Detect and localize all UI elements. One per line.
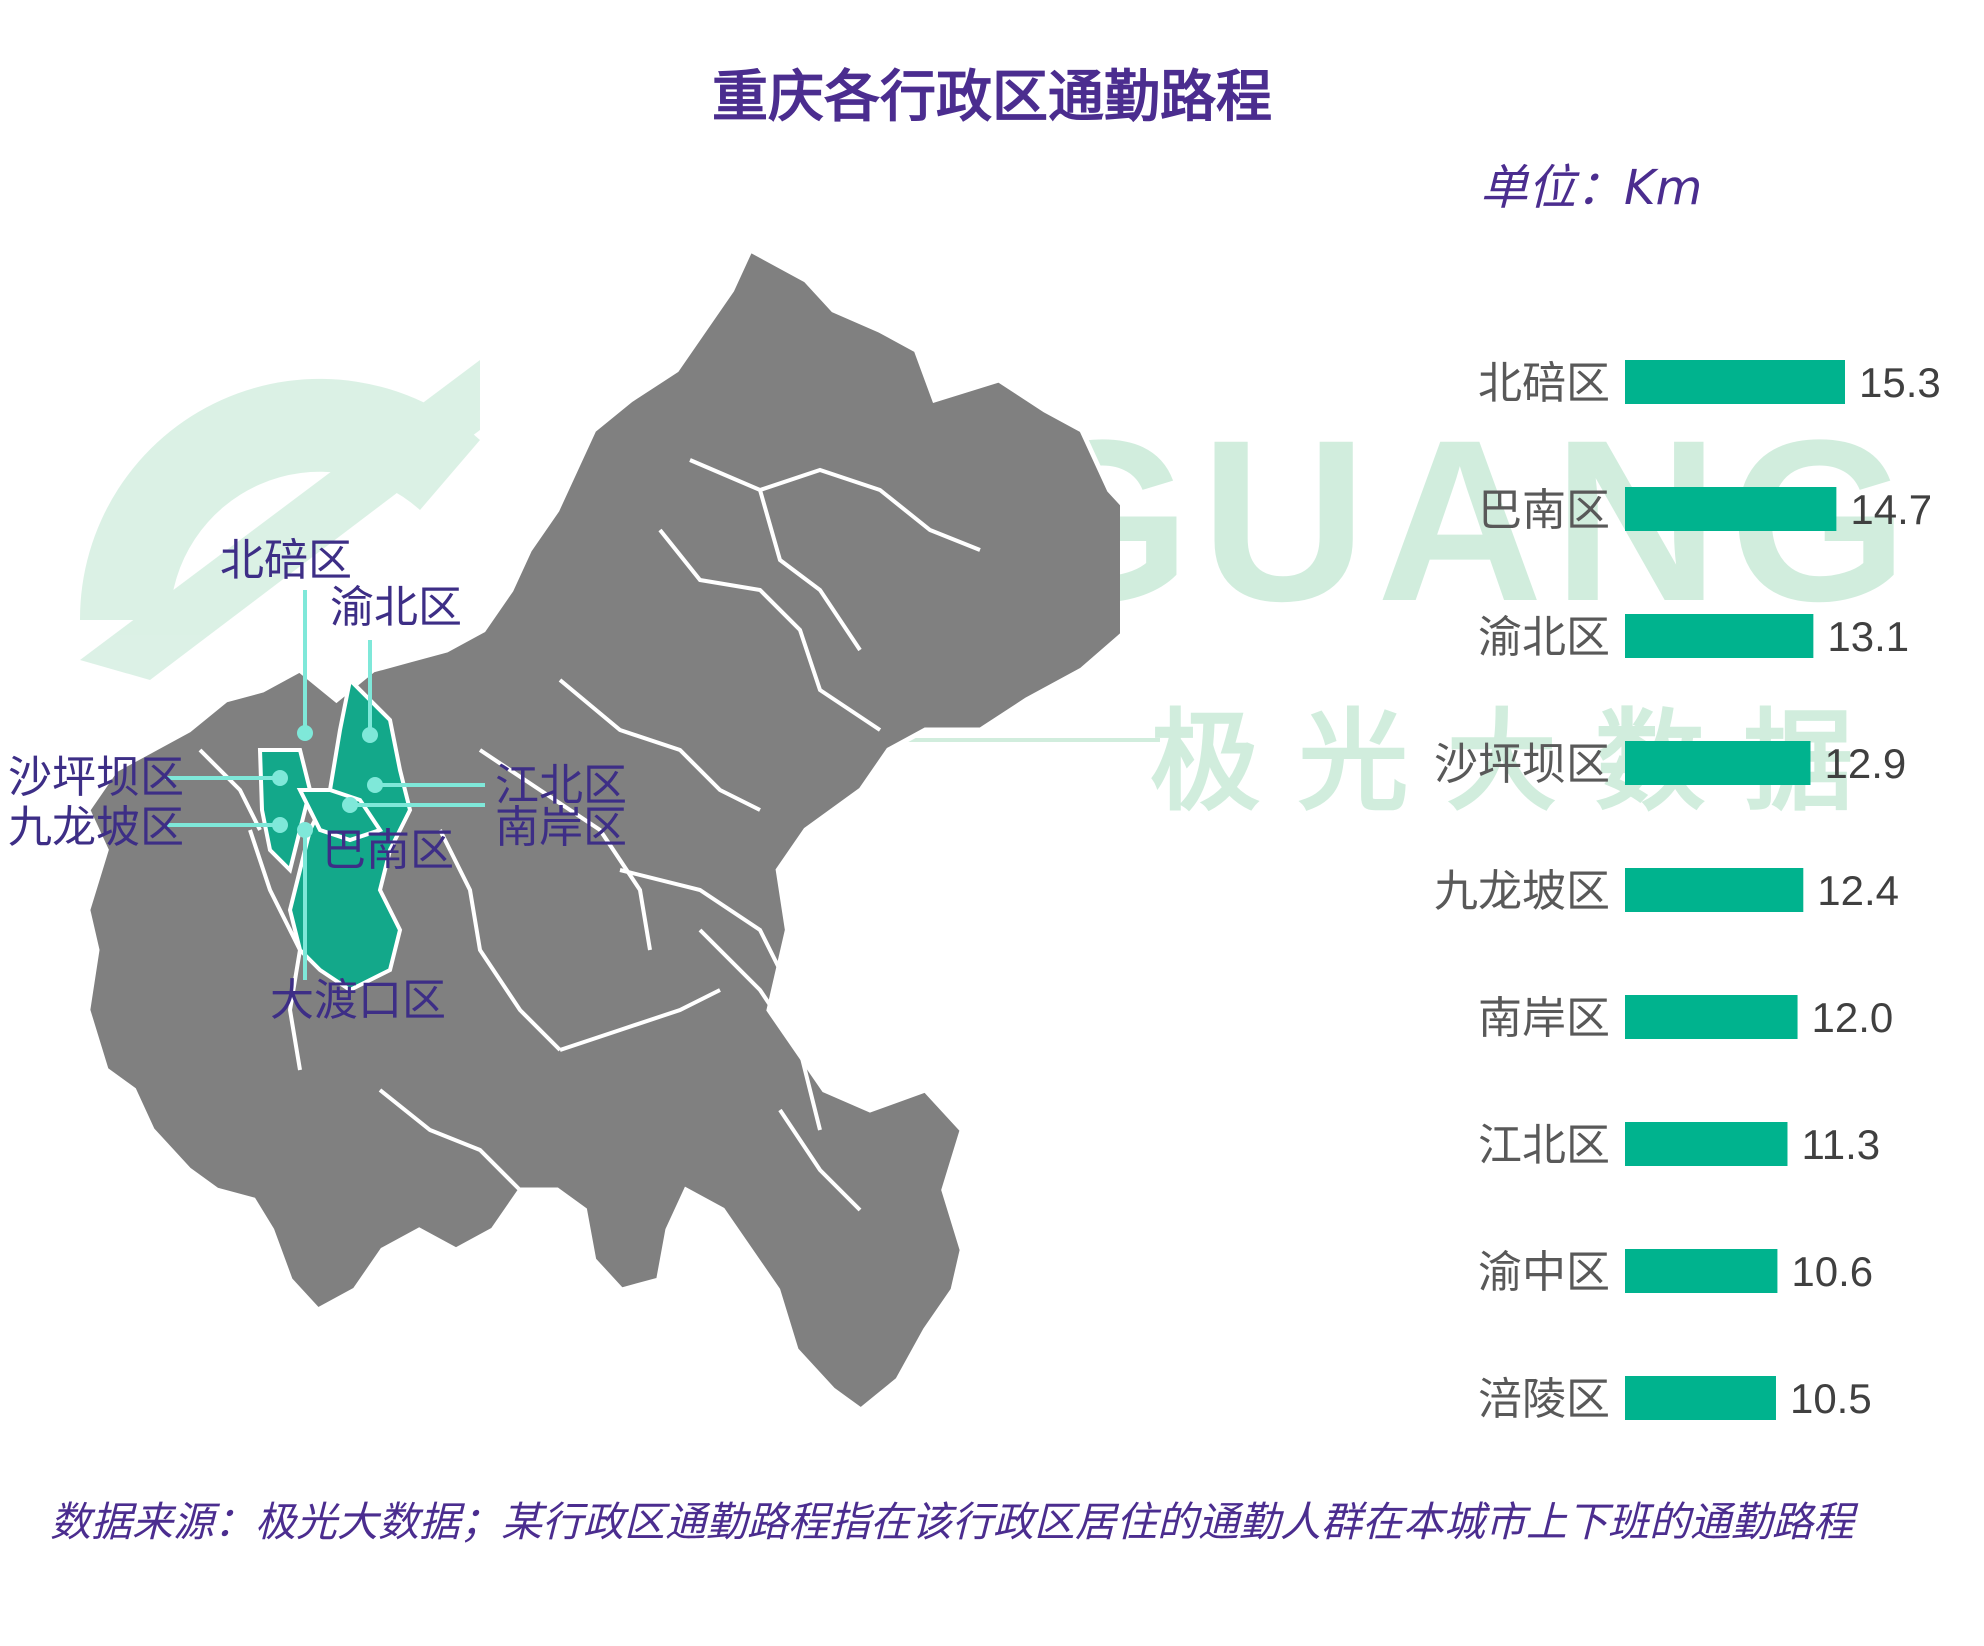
map-label-jiangbei: 江北区: [495, 760, 627, 811]
bar: [1625, 614, 1814, 658]
map-label-dadukou: 大渡口区: [270, 975, 446, 1026]
bar-category-label: 北碚区: [1478, 358, 1610, 409]
bar-category-label: 渝中区: [1478, 1247, 1610, 1298]
bar: [1625, 1249, 1778, 1293]
map-highlight-regions: [257, 675, 413, 993]
bar-chart: 北碚区 15.3 巴南区 14.7 渝北区 13.1 沙坪坝区 12.9 九龙坡区 12.4 南岸区…: [1434, 358, 1941, 1425]
bar: [1625, 487, 1837, 531]
map-label-beibei: 北碚区: [220, 535, 352, 586]
chongqing-map: 北碚区 渝北区 沙坪坝区 九龙坡区 江北区 南岸区 巴南区 大渡口区: [8, 246, 1120, 1414]
bar-value-label: 15.3: [1859, 359, 1941, 406]
watermark-logo-icon: [79, 378, 480, 620]
map-leader-dots: [272, 725, 383, 838]
bar-category-label: 九龙坡区: [1434, 866, 1610, 917]
bar-value-label: 12.0: [1812, 994, 1894, 1041]
bar-category-label: 涪陵区: [1478, 1374, 1610, 1425]
bar: [1625, 1376, 1776, 1420]
bar-value-label: 10.5: [1790, 1375, 1872, 1422]
bar-value-label: 11.3: [1801, 1121, 1880, 1168]
map-label-yubei: 渝北区: [330, 582, 462, 633]
map-leader-lines: [165, 590, 485, 980]
bar-category-label: 南岸区: [1478, 993, 1610, 1044]
bar: [1625, 360, 1845, 404]
map-label-banan: 巴南区: [322, 825, 454, 876]
map-label-nanan: 南岸区: [495, 802, 627, 853]
bar-category-label: 江北区: [1478, 1120, 1610, 1171]
bar-value-label: 12.9: [1824, 740, 1906, 787]
bar-value-label: 14.7: [1850, 486, 1932, 533]
bar-value-label: 13.1: [1827, 613, 1909, 660]
map-label-shapingba: 沙坪坝区: [8, 752, 184, 803]
chart-title: 重庆各行政区通勤路程: [712, 65, 1272, 130]
bar-value-label: 12.4: [1817, 867, 1899, 914]
bar: [1625, 1122, 1788, 1166]
bar-value-label: 10.6: [1791, 1248, 1873, 1295]
bar-category-label: 渝北区: [1478, 612, 1610, 663]
bar-category-label: 沙坪坝区: [1434, 739, 1610, 790]
bar-category-label: 巴南区: [1478, 485, 1610, 536]
unit-label: 单位：Km: [1480, 160, 1703, 216]
bar: [1625, 741, 1811, 785]
bar: [1625, 868, 1804, 912]
bar: [1625, 995, 1798, 1039]
map-gray-regions: [85, 246, 1120, 1414]
data-source-note: 数据来源：极光大数据；某行政区通勤路程指在该行政区居住的通勤人群在本城市上下班的…: [50, 1498, 1854, 1546]
map-label-jiulongpo: 九龙坡区: [8, 802, 184, 853]
